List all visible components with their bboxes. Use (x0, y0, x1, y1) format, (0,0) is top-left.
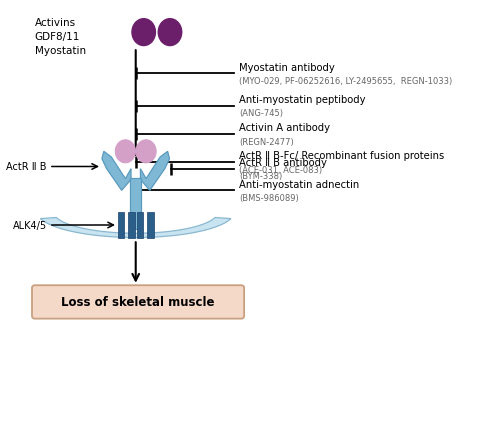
Text: ActR Ⅱ B antibody: ActR Ⅱ B antibody (239, 158, 327, 168)
Text: Anti-myostatin peptibody: Anti-myostatin peptibody (239, 95, 366, 105)
Text: Activins
GDF8/11
Myostatin: Activins GDF8/11 Myostatin (35, 18, 86, 56)
Bar (130, 179, 141, 230)
Text: Loss of skeletal muscle: Loss of skeletal muscle (62, 296, 215, 309)
Bar (118, 212, 124, 238)
Ellipse shape (136, 141, 156, 163)
Text: (BMS-986089): (BMS-986089) (239, 194, 298, 202)
Text: (ANG-745): (ANG-745) (239, 109, 283, 118)
Text: (REGN-2477): (REGN-2477) (239, 137, 294, 146)
Text: Activin A antibody: Activin A antibody (239, 123, 330, 133)
Text: ActR Ⅱ B-Fc/ Recombinant fusion proteins: ActR Ⅱ B-Fc/ Recombinant fusion proteins (239, 151, 444, 161)
Text: Myostatin antibody: Myostatin antibody (239, 63, 334, 72)
Polygon shape (40, 218, 231, 238)
Bar (136, 212, 143, 238)
Ellipse shape (116, 141, 136, 163)
Bar (128, 212, 135, 238)
Polygon shape (102, 152, 131, 191)
Ellipse shape (132, 20, 156, 46)
Text: ALK4/5: ALK4/5 (12, 220, 46, 230)
Ellipse shape (158, 20, 182, 46)
Text: Anti-myostatin adnectin: Anti-myostatin adnectin (239, 179, 359, 189)
Text: ActR Ⅱ B: ActR Ⅱ B (6, 162, 46, 172)
FancyBboxPatch shape (32, 286, 244, 319)
Bar (147, 212, 154, 238)
Text: (ACE-031, ACE-083): (ACE-031, ACE-083) (239, 166, 322, 174)
Text: (MYO-029, PF-06252616, LY-2495655,  REGN-1033): (MYO-029, PF-06252616, LY-2495655, REGN-… (239, 77, 452, 86)
Polygon shape (140, 152, 170, 191)
Text: (BYM-338): (BYM-338) (239, 172, 282, 181)
